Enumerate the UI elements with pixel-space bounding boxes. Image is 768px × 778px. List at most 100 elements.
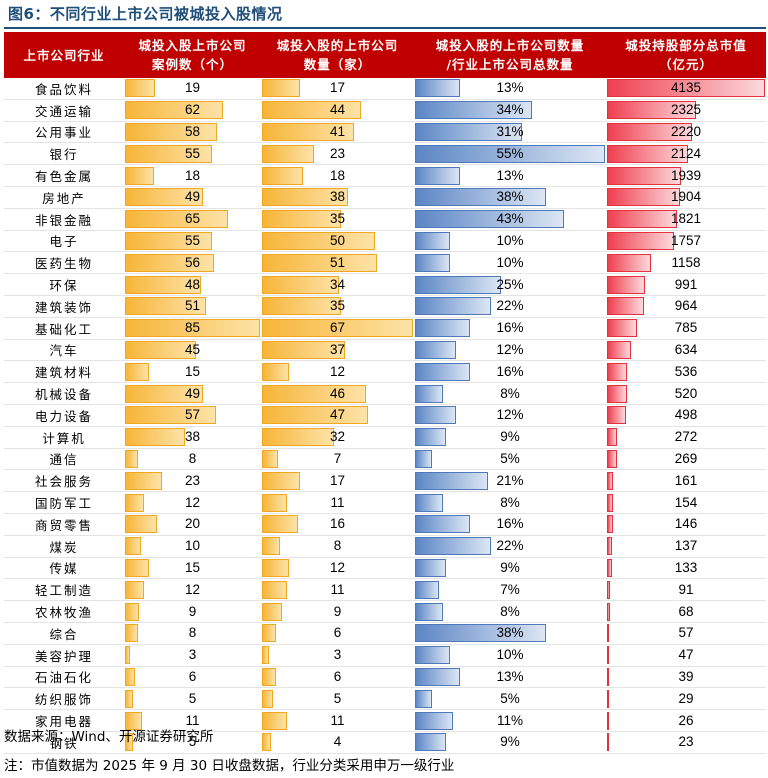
companies-bar bbox=[262, 144, 314, 163]
cases-cell: 62 bbox=[124, 99, 261, 122]
industry-name: 交通运输 bbox=[4, 99, 124, 122]
companies-bar bbox=[262, 253, 377, 272]
cases-value: 19 bbox=[184, 80, 201, 96]
companies-bar bbox=[262, 428, 335, 447]
cases-value: 55 bbox=[184, 232, 201, 248]
market-cap-bar bbox=[607, 602, 610, 621]
cases-cell: 8 bbox=[124, 622, 261, 645]
mktcap-value: 23 bbox=[678, 734, 694, 750]
table-row: 食品饮料 19 17 13% 4135 bbox=[4, 78, 766, 100]
header-row: 上市公司行业 城投入股上市公司 案例数（个） 城投入股的上市公司 数量（家） 城… bbox=[4, 32, 766, 78]
ratio-value: 10% bbox=[496, 647, 524, 663]
ratio-value: 31% bbox=[496, 123, 524, 139]
ratio-bar bbox=[415, 231, 450, 250]
table-row: 煤炭 10 8 22% 137 bbox=[4, 535, 766, 558]
mktcap-value: 536 bbox=[674, 363, 698, 379]
industry-name: 计算机 bbox=[4, 426, 124, 449]
companies-value: 67 bbox=[329, 320, 346, 336]
companies-bar bbox=[262, 667, 276, 686]
industry-name: 综合 bbox=[4, 622, 124, 645]
table-row: 医药生物 56 51 10% 1158 bbox=[4, 251, 766, 275]
cases-bar bbox=[125, 384, 203, 403]
market-cap-bar bbox=[607, 406, 627, 425]
cases-value: 15 bbox=[184, 363, 201, 379]
companies-cell: 11 bbox=[261, 709, 414, 732]
cases-cell: 48 bbox=[124, 273, 261, 296]
industry-name: 美容护理 bbox=[4, 644, 124, 667]
companies-value: 16 bbox=[329, 516, 346, 532]
ratio-value: 22% bbox=[496, 298, 524, 314]
companies-bar bbox=[262, 733, 271, 752]
companies-value: 50 bbox=[329, 232, 346, 248]
industry-name: 房地产 bbox=[4, 186, 124, 209]
cases-bar bbox=[125, 253, 214, 272]
companies-cell: 18 bbox=[261, 164, 414, 187]
industry-name: 传媒 bbox=[4, 557, 124, 580]
industry-name: 国防军工 bbox=[4, 491, 124, 514]
industry-name: 建筑装饰 bbox=[4, 295, 124, 318]
mktcap-cell: 785 bbox=[606, 317, 766, 340]
ratio-bar bbox=[415, 210, 564, 229]
cases-bar bbox=[125, 362, 149, 381]
companies-cell: 12 bbox=[261, 360, 414, 384]
mktcap-value: 2220 bbox=[670, 123, 702, 139]
ratio-value: 16% bbox=[496, 363, 524, 379]
ratio-value: 5% bbox=[500, 690, 520, 706]
companies-bar bbox=[262, 210, 341, 229]
cases-bar bbox=[125, 515, 157, 534]
cases-cell: 51 bbox=[124, 295, 261, 318]
mktcap-cell: 57 bbox=[606, 622, 766, 645]
cases-value: 57 bbox=[184, 407, 201, 423]
mktcap-value: 1939 bbox=[670, 167, 702, 183]
mktcap-cell: 133 bbox=[606, 557, 766, 580]
cases-cell: 55 bbox=[124, 142, 261, 166]
market-cap-bar bbox=[607, 449, 618, 468]
cases-bar bbox=[125, 79, 156, 98]
companies-cell: 17 bbox=[261, 469, 414, 493]
ratio-cell: 12% bbox=[414, 339, 606, 362]
industry-name: 家用电器 bbox=[4, 709, 124, 732]
companies-value: 3 bbox=[333, 647, 342, 663]
companies-value: 37 bbox=[329, 341, 346, 357]
header-cases: 城投入股上市公司 案例数（个） bbox=[124, 32, 261, 78]
companies-value: 46 bbox=[329, 385, 346, 401]
mktcap-cell: 146 bbox=[606, 513, 766, 536]
industry-name: 纺织服饰 bbox=[4, 687, 124, 711]
cases-bar bbox=[125, 319, 260, 338]
mktcap-value: 26 bbox=[678, 712, 694, 728]
cases-bar bbox=[125, 471, 162, 490]
market-cap-bar bbox=[607, 624, 610, 643]
ratio-bar bbox=[415, 624, 547, 643]
industry-name: 环保 bbox=[4, 273, 124, 296]
ratio-cell: 25% bbox=[414, 273, 606, 296]
ratio-bar bbox=[415, 275, 502, 294]
ratio-value: 11% bbox=[496, 712, 524, 728]
companies-bar bbox=[262, 558, 290, 577]
table-row: 机械设备 49 46 8% 520 bbox=[4, 382, 766, 405]
table-row: 石油石化 6 6 13% 39 bbox=[4, 666, 766, 689]
industry-name: 银行 bbox=[4, 142, 124, 166]
ratio-bar bbox=[415, 602, 443, 621]
mktcap-cell: 1821 bbox=[606, 208, 766, 231]
companies-value: 12 bbox=[329, 559, 346, 575]
companies-cell: 11 bbox=[261, 491, 414, 514]
companies-cell: 32 bbox=[261, 426, 414, 449]
ratio-cell: 13% bbox=[414, 78, 606, 100]
cases-cell: 6 bbox=[124, 666, 261, 689]
ratio-value: 5% bbox=[500, 450, 520, 466]
cases-cell: 5 bbox=[124, 687, 261, 711]
header-ratio: 城投入股的上市公司数量 /行业上市公司总数量 bbox=[414, 32, 606, 78]
ratio-cell: 16% bbox=[414, 513, 606, 536]
companies-value: 35 bbox=[329, 211, 346, 227]
ratio-cell: 12% bbox=[414, 404, 606, 427]
ratio-value: 8% bbox=[500, 385, 520, 401]
industry-name: 机械设备 bbox=[4, 382, 124, 405]
table-row: 纺织服饰 5 5 5% 29 bbox=[4, 687, 766, 711]
cases-value: 5 bbox=[188, 690, 197, 706]
ratio-value: 16% bbox=[496, 516, 524, 532]
cases-bar bbox=[125, 428, 186, 447]
industry-name: 煤炭 bbox=[4, 535, 124, 558]
mktcap-value: 1158 bbox=[671, 254, 701, 270]
mktcap-value: 39 bbox=[678, 668, 694, 684]
companies-value: 11 bbox=[330, 494, 345, 510]
